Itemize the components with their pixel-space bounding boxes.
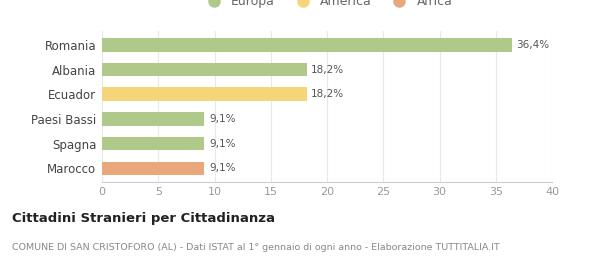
Bar bbox=[102, 38, 511, 52]
Text: 18,2%: 18,2% bbox=[311, 64, 344, 75]
Bar bbox=[102, 63, 307, 76]
Text: 18,2%: 18,2% bbox=[311, 89, 344, 99]
Bar bbox=[102, 87, 307, 101]
Text: 9,1%: 9,1% bbox=[209, 114, 235, 124]
Text: Cittadini Stranieri per Cittadinanza: Cittadini Stranieri per Cittadinanza bbox=[12, 212, 275, 225]
Text: 9,1%: 9,1% bbox=[209, 163, 235, 173]
Bar bbox=[102, 137, 205, 151]
Text: COMUNE DI SAN CRISTOFORO (AL) - Dati ISTAT al 1° gennaio di ogni anno - Elaboraz: COMUNE DI SAN CRISTOFORO (AL) - Dati IST… bbox=[12, 243, 500, 252]
Bar bbox=[102, 112, 205, 126]
Text: 36,4%: 36,4% bbox=[516, 40, 549, 50]
Text: 9,1%: 9,1% bbox=[209, 139, 235, 149]
Legend: Europa, America, Africa: Europa, America, Africa bbox=[201, 0, 453, 8]
Bar bbox=[102, 161, 205, 175]
